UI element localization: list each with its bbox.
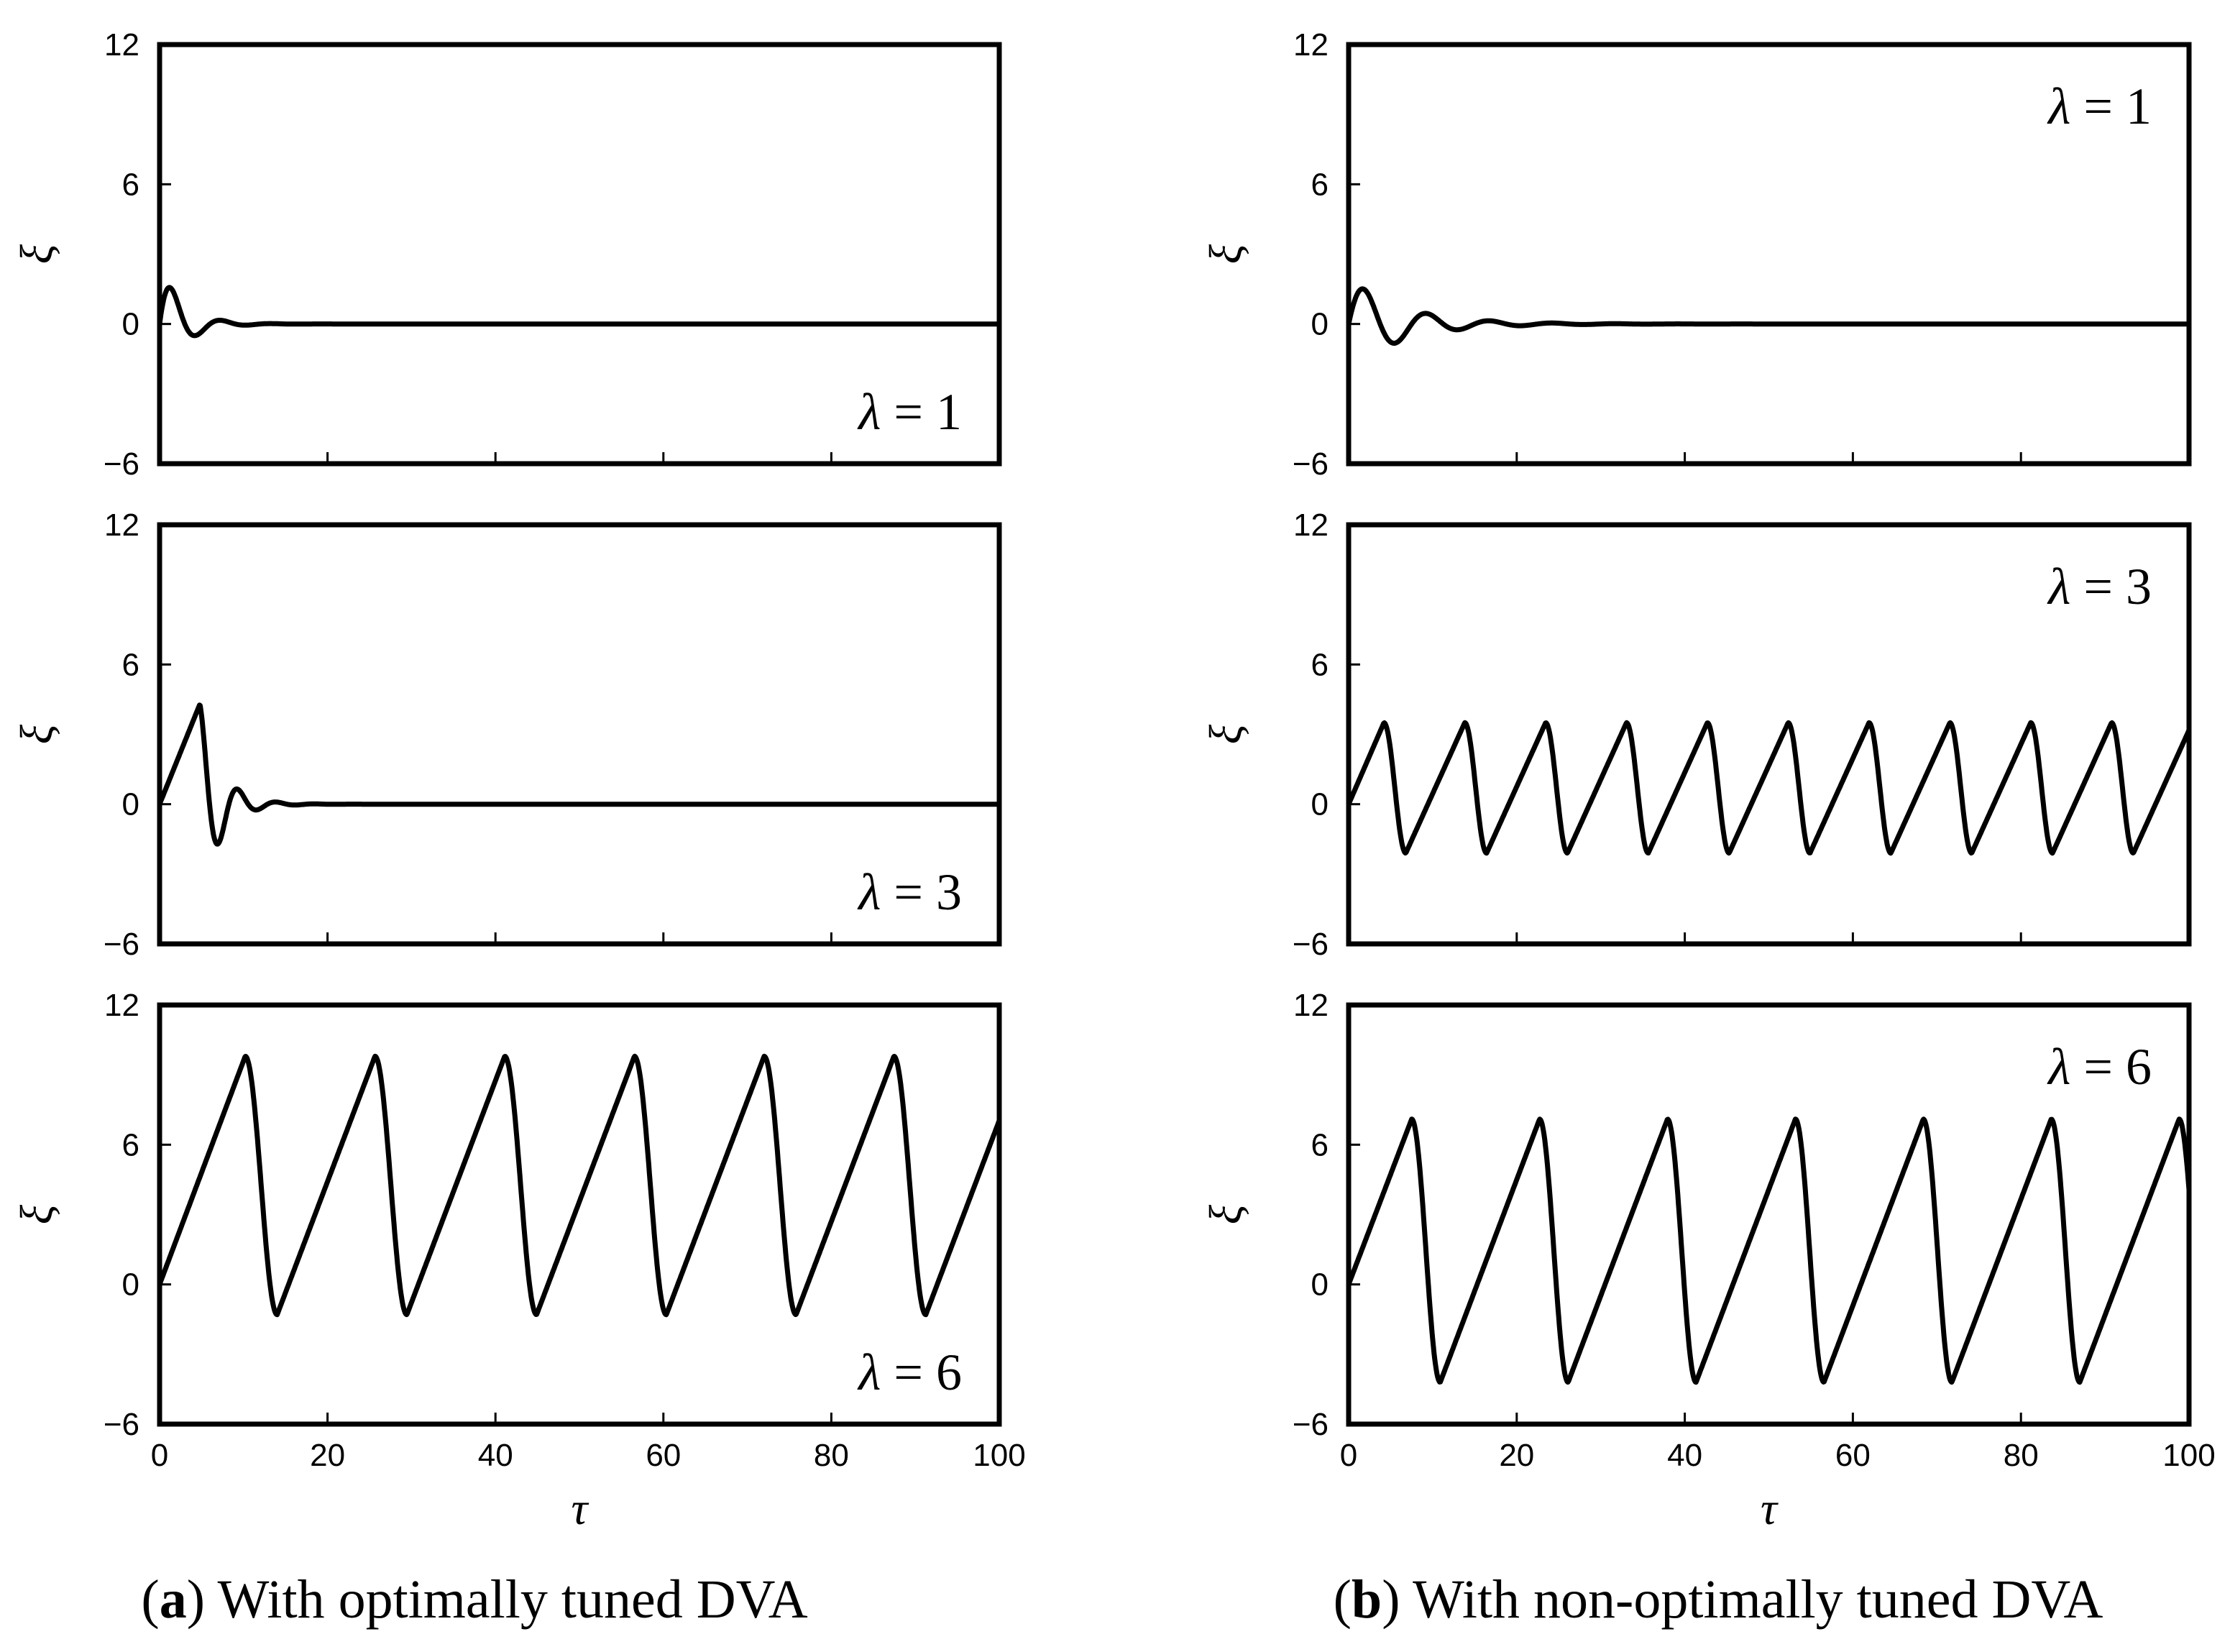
x-axis-title: τ xyxy=(572,1483,589,1534)
x-tick-label: 0 xyxy=(1340,1438,1357,1473)
series-line xyxy=(1346,720,2192,856)
lambda-label: λ = 6 xyxy=(2047,1038,2152,1096)
y-tick-label: 0 xyxy=(1311,307,1329,342)
caption-b-letter: b xyxy=(1352,1569,1382,1630)
panel-b-1: −6 0 6 12 ξ λ = 3 xyxy=(1200,508,2192,962)
y-axis-title: ξ xyxy=(1200,1204,1251,1224)
y-tick-label: −6 xyxy=(1293,1407,1329,1442)
y-tick-label: −6 xyxy=(104,446,139,482)
series-line xyxy=(157,702,1002,847)
captions-container: (a) With optimally tuned DVA (b) With no… xyxy=(141,1569,2103,1630)
x-tick-label: 40 xyxy=(1667,1438,1702,1473)
x-tick-label: 100 xyxy=(973,1438,1025,1473)
caption-a-text: With optimally tuned DVA xyxy=(218,1569,808,1630)
y-tick-label: −6 xyxy=(1293,446,1329,482)
y-tick-label: 12 xyxy=(1293,988,1329,1023)
y-tick-label: −6 xyxy=(104,1407,139,1442)
y-tick-label: 0 xyxy=(1311,1267,1329,1303)
y-tick-label: 6 xyxy=(122,647,139,682)
plot-frame xyxy=(157,1002,1002,1427)
y-tick-label: 6 xyxy=(122,1127,139,1162)
plot-frame xyxy=(157,522,1002,947)
y-tick-label: 0 xyxy=(122,787,139,822)
series-line xyxy=(157,1053,1002,1318)
panel-a-2: −6 0 6 12 0 20 40 60 80 100 τ ξ λ = 6 xyxy=(11,988,1026,1534)
y-tick-label: 12 xyxy=(104,988,139,1023)
y-tick-label: 12 xyxy=(1293,508,1329,543)
y-tick-label: 12 xyxy=(104,27,139,63)
x-tick-label: 20 xyxy=(310,1438,345,1473)
y-axis-title: ξ xyxy=(11,244,62,264)
x-tick-label: 60 xyxy=(646,1438,681,1473)
y-tick-label: 6 xyxy=(1311,167,1329,202)
y-tick-label: 12 xyxy=(104,508,139,543)
x-tick-label: 0 xyxy=(151,1438,168,1473)
lambda-label: λ = 1 xyxy=(857,383,962,441)
panel-b-0: −6 0 6 12 ξ λ = 1 xyxy=(1200,27,2192,482)
y-axis-title: ξ xyxy=(11,1204,62,1224)
y-tick-label: −6 xyxy=(104,927,139,962)
plot-frame xyxy=(1346,42,2192,467)
caption-a-letter: a xyxy=(160,1569,187,1630)
y-tick-label: 6 xyxy=(122,167,139,202)
y-axis-title: ξ xyxy=(11,724,62,744)
plot-frame xyxy=(157,42,1002,467)
series-line xyxy=(1346,1116,2192,1385)
y-tick-label: 0 xyxy=(122,1267,139,1303)
caption-a: (a) With optimally tuned DVA xyxy=(141,1569,807,1630)
y-axis-title: ξ xyxy=(1200,244,1251,264)
panel-a-0: −6 0 6 12 ξ λ = 1 xyxy=(11,27,1002,482)
x-tick-label: 80 xyxy=(814,1438,849,1473)
series-line xyxy=(157,285,1002,339)
x-tick-label: 100 xyxy=(2162,1438,2215,1473)
lambda-label: λ = 3 xyxy=(2047,558,2152,615)
x-tick-label: 60 xyxy=(1835,1438,1871,1473)
panel-b-2: −6 0 6 12 0 20 40 60 80 100 τ ξ λ = 6 xyxy=(1200,988,2216,1534)
lambda-label: λ = 3 xyxy=(857,863,962,921)
y-tick-label: 6 xyxy=(1311,1127,1329,1162)
y-tick-label: 0 xyxy=(1311,787,1329,822)
x-tick-label: 40 xyxy=(478,1438,513,1473)
y-tick-label: 6 xyxy=(1311,647,1329,682)
y-axis-title: ξ xyxy=(1200,724,1251,744)
lambda-label: λ = 6 xyxy=(857,1344,962,1401)
lambda-label: λ = 1 xyxy=(2047,78,2152,135)
caption-b-text: With non-optimally tuned DVA xyxy=(1413,1569,2103,1630)
x-axis-title: τ xyxy=(1761,1483,1779,1534)
series-line xyxy=(1346,286,2192,346)
x-tick-label: 80 xyxy=(2004,1438,2039,1473)
caption-b: (b) With non-optimally tuned DVA xyxy=(1334,1569,2103,1630)
plot-frame xyxy=(1346,522,2192,947)
x-tick-label: 20 xyxy=(1499,1438,1534,1473)
plot-frame xyxy=(1346,1002,2192,1427)
y-tick-label: 0 xyxy=(122,307,139,342)
panel-a-1: −6 0 6 12 ξ λ = 3 xyxy=(11,508,1002,962)
y-tick-label: 12 xyxy=(1293,27,1329,63)
y-tick-label: −6 xyxy=(1293,927,1329,962)
